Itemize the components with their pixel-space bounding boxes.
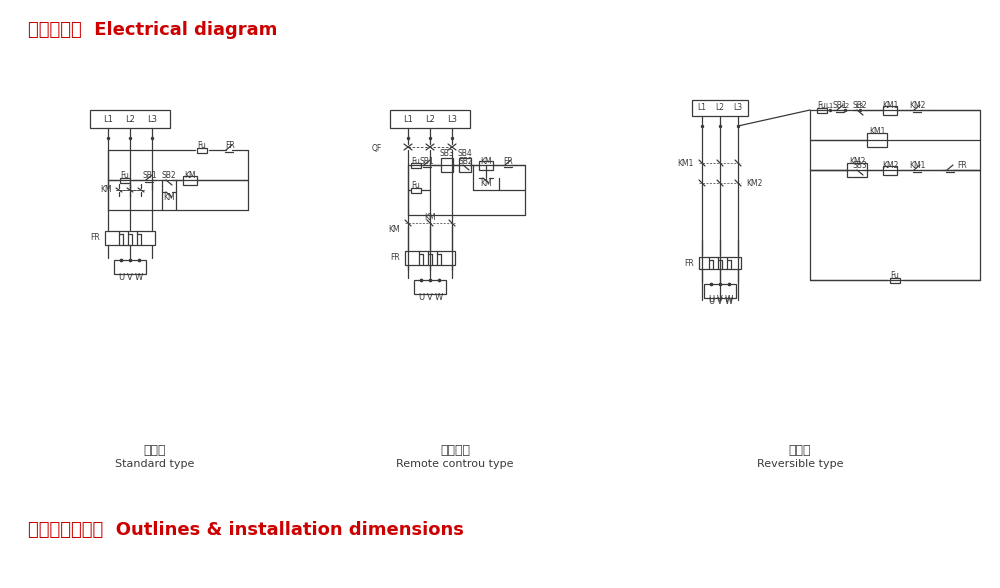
Text: SB3: SB3 <box>440 149 454 159</box>
Text: FR: FR <box>957 161 967 169</box>
Text: KM: KM <box>480 156 492 165</box>
Text: U: U <box>708 296 714 305</box>
Text: 电气原理图  Electrical diagram: 电气原理图 Electrical diagram <box>28 21 277 39</box>
Text: KM2: KM2 <box>849 156 865 165</box>
Text: FR: FR <box>503 156 513 165</box>
Text: 带远控型: 带远控型 <box>440 443 470 456</box>
Text: W: W <box>725 296 733 305</box>
Bar <box>699 257 741 269</box>
Text: Fu: Fu <box>121 172 129 181</box>
Text: KM1: KM1 <box>678 159 694 168</box>
Text: 可逆型: 可逆型 <box>789 443 811 456</box>
Bar <box>847 163 867 177</box>
Text: L1: L1 <box>826 103 834 109</box>
Text: L1: L1 <box>403 115 413 123</box>
Text: Standard type: Standard type <box>115 459 195 469</box>
Bar <box>479 161 493 169</box>
Bar <box>197 148 207 152</box>
Text: V: V <box>717 296 723 305</box>
Text: W: W <box>435 293 443 302</box>
Text: KM2: KM2 <box>909 101 925 109</box>
Text: L3: L3 <box>147 115 157 123</box>
Text: KM: KM <box>100 185 112 195</box>
Text: SB4: SB4 <box>458 149 472 159</box>
Text: KM: KM <box>163 193 175 202</box>
Bar <box>390 110 470 128</box>
Bar <box>459 158 471 172</box>
Text: SB2: SB2 <box>853 101 867 109</box>
Bar <box>405 251 455 265</box>
Text: KM: KM <box>424 213 436 222</box>
Bar <box>704 284 736 298</box>
Bar <box>867 133 887 147</box>
Text: Fu: Fu <box>198 142 206 151</box>
Bar <box>411 162 421 168</box>
Bar <box>883 105 897 115</box>
Text: U: U <box>418 293 424 302</box>
Text: KM2: KM2 <box>746 179 762 188</box>
Text: L2: L2 <box>425 115 435 123</box>
Text: KM1: KM1 <box>909 161 925 169</box>
Text: Fu: Fu <box>412 156 420 165</box>
Bar <box>105 231 155 245</box>
Bar <box>883 165 897 175</box>
Text: U: U <box>708 298 714 306</box>
Text: KM: KM <box>388 226 400 235</box>
Bar <box>890 278 900 282</box>
Text: KM1: KM1 <box>882 101 898 109</box>
Bar <box>692 100 748 116</box>
Text: L3: L3 <box>447 115 457 123</box>
Text: V: V <box>717 298 723 306</box>
Text: SB1: SB1 <box>143 172 157 181</box>
Text: Fu: Fu <box>412 182 420 191</box>
Text: L1: L1 <box>103 115 113 123</box>
Text: SB1: SB1 <box>420 156 434 165</box>
Text: FR: FR <box>225 142 235 151</box>
Text: KM: KM <box>184 172 196 181</box>
Bar <box>441 158 453 172</box>
Text: V: V <box>127 273 133 282</box>
Text: Reversible type: Reversible type <box>757 459 843 469</box>
Bar <box>114 260 146 274</box>
Text: FR: FR <box>684 259 694 268</box>
Bar <box>414 280 446 294</box>
Bar <box>817 108 827 112</box>
Text: L3: L3 <box>856 103 864 109</box>
Text: Fu: Fu <box>891 270 899 279</box>
Text: 外形及安装尺寸  Outlines & installation dimensions: 外形及安装尺寸 Outlines & installation dimensio… <box>28 521 464 539</box>
Text: QF: QF <box>372 143 382 152</box>
Bar <box>120 178 130 182</box>
Text: L2: L2 <box>125 115 135 123</box>
Text: L1: L1 <box>698 103 706 112</box>
Text: L2: L2 <box>716 103 724 112</box>
Bar <box>90 110 170 128</box>
Text: L3: L3 <box>733 103 743 112</box>
Text: Fu: Fu <box>818 101 826 109</box>
Text: FR: FR <box>390 253 400 262</box>
Bar <box>411 188 421 192</box>
Text: SB1: SB1 <box>833 101 847 109</box>
Text: W: W <box>135 273 143 282</box>
Text: SB3: SB3 <box>853 161 867 169</box>
Text: 标准型: 标准型 <box>144 443 166 456</box>
Text: FR: FR <box>90 233 100 242</box>
Text: KM1: KM1 <box>869 126 885 135</box>
Text: L2: L2 <box>841 103 849 109</box>
Text: SB2: SB2 <box>162 172 176 181</box>
Text: Remote controu type: Remote controu type <box>396 459 514 469</box>
Text: KM: KM <box>480 179 492 189</box>
Bar <box>183 175 197 185</box>
Text: SB2: SB2 <box>459 156 473 165</box>
Text: KM2: KM2 <box>882 161 898 169</box>
Text: U: U <box>118 273 124 282</box>
Text: V: V <box>427 293 433 302</box>
Text: W: W <box>725 298 733 306</box>
